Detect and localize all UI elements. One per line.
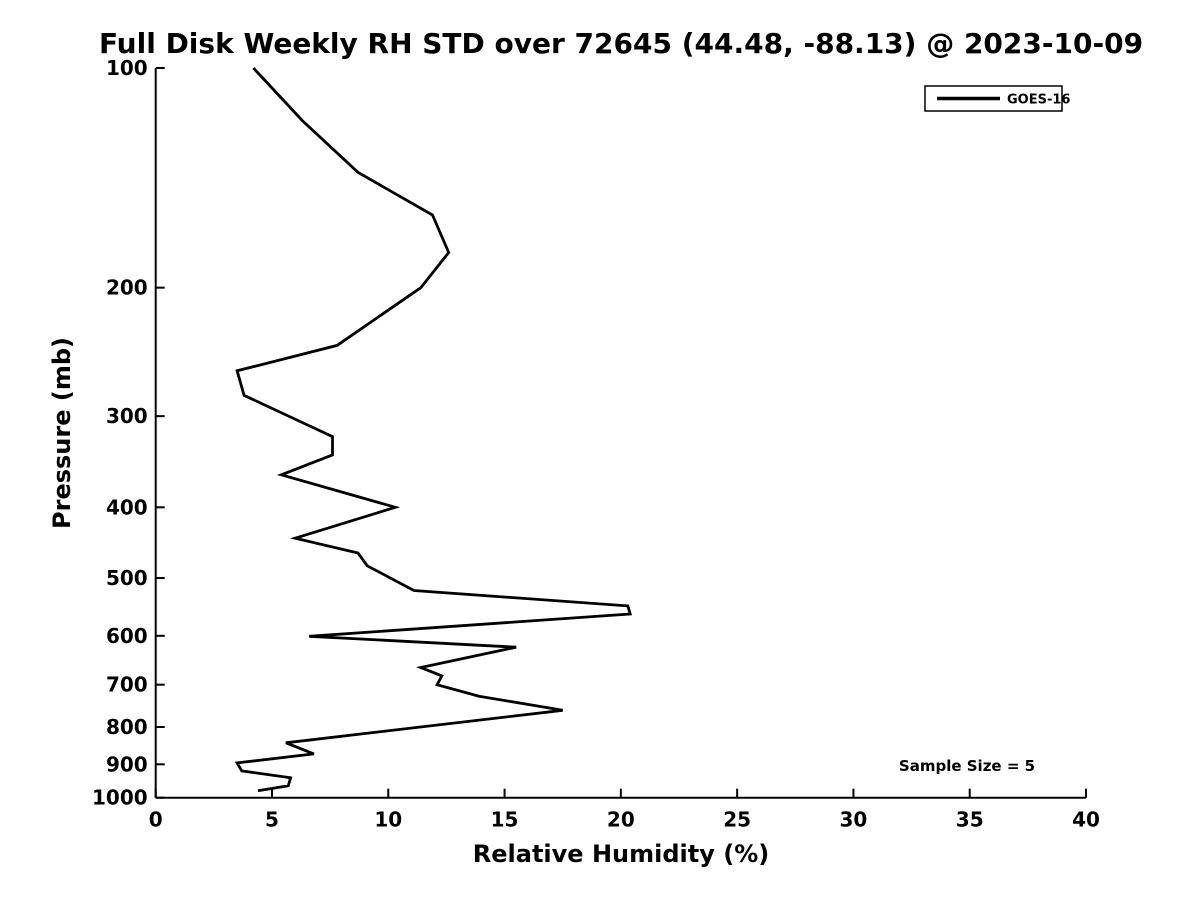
x-tick-label: 30 [840, 808, 868, 832]
x-tick-label: 10 [374, 808, 402, 832]
y-tick-label: 800 [106, 715, 148, 739]
x-tick-label: 25 [723, 808, 751, 832]
profile-line-goes-16 [234, 67, 633, 793]
y-tick-label: 700 [106, 673, 148, 697]
y-tick-label: 500 [106, 566, 148, 590]
sample-size-annotation: Sample Size = 5 [899, 757, 1035, 775]
legend: GOES-16 [924, 85, 1070, 112]
series-group [234, 67, 633, 793]
x-tick-label: 5 [265, 808, 279, 832]
x-axis-title: Relative Humidity (%) [473, 840, 769, 868]
y-axis-title: Pressure (mb) [48, 337, 76, 529]
x-tick-label: 15 [491, 808, 519, 832]
y-tick-label: 100 [106, 56, 148, 80]
x-tick-label: 0 [149, 808, 163, 832]
legend-entry-label: GOES-16 [1007, 93, 1070, 108]
y-tick-label: 900 [106, 752, 148, 776]
x-tick-label: 40 [1072, 808, 1100, 832]
y-tick-label: 600 [106, 624, 148, 648]
x-tick-label: 20 [607, 808, 635, 832]
y-axis-ticks: 100 200 300 400 500 600 700 800 900 1000 [92, 56, 165, 810]
y-tick-label: 1000 [92, 786, 148, 810]
x-tick-label: 35 [956, 808, 984, 832]
y-tick-label: 300 [106, 404, 148, 428]
chart-title: Full Disk Weekly RH STD over 72645 (44.4… [99, 27, 1143, 60]
y-tick-label: 400 [106, 495, 148, 519]
x-axis-ticks: 0 5 10 15 20 25 30 35 40 [149, 788, 1100, 832]
y-tick-label: 200 [106, 276, 148, 300]
